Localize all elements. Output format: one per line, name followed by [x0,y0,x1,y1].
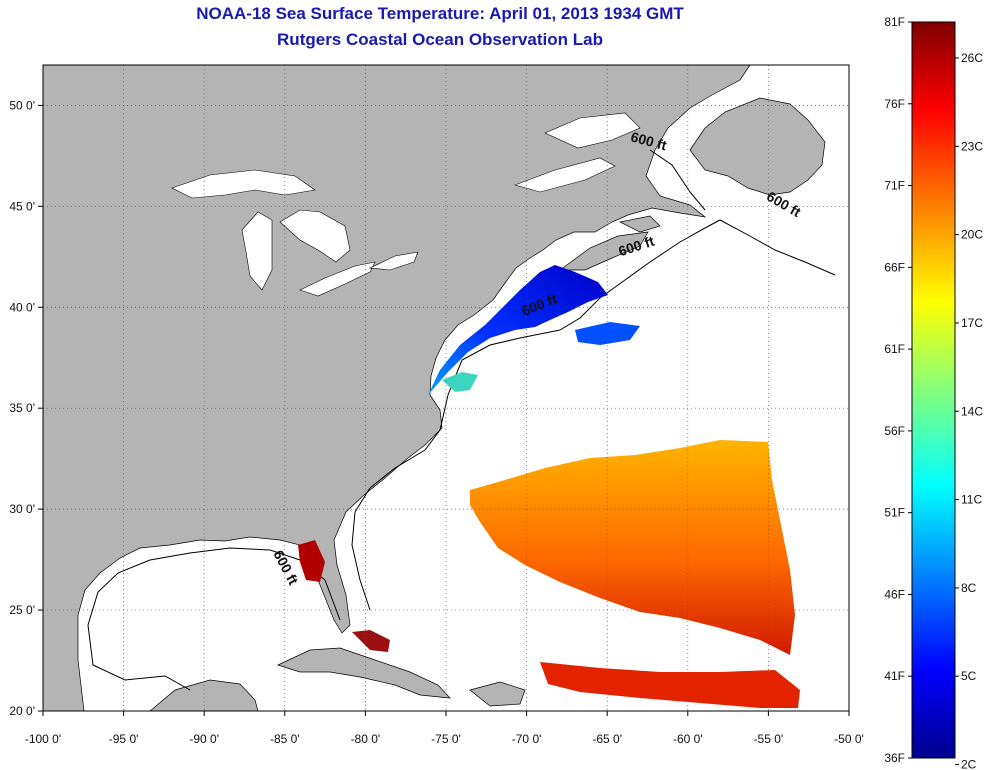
lon-tick-label: -95 0' [109,732,139,746]
lake-ontario [368,251,419,271]
colorbar-f-label: 76F [884,97,905,111]
gulf-of-st-lawrence-water [544,112,641,149]
florida-west-coast-water [298,540,325,582]
colorbar-f-label: 61F [884,342,905,356]
lon-tick-label: -85 0' [270,732,300,746]
lake-michigan [241,211,273,291]
colorbar-c-label: 20C [961,228,983,242]
lon-tick-label: -60 0' [673,732,703,746]
lat-tick-label: 35 0' [9,401,35,415]
lake-superior [171,169,316,199]
lon-tick-label: -70 0' [512,732,542,746]
lon-tick-label: -65 0' [592,732,622,746]
colorbar-c-label: 17C [961,316,983,330]
colorbar-f-label: 66F [884,260,905,274]
colorbar-c-label: 11C [961,493,982,507]
lat-tick-label: 50 0' [9,98,35,112]
gulf-stream-sargasso-water [470,440,795,655]
land-mass [42,64,826,712]
colorbar-f-label: 71F [884,179,905,193]
colorbar-f-label: 56F [884,424,905,438]
colorbar-c-label: 23C [961,139,983,153]
longitude-axis: -100 0' -95 0' -90 0' -85 0' -80 0' -75 0' -70… [25,711,864,746]
st-lawrence-water [514,157,616,193]
sea-surface-temperature-swath [298,265,800,708]
warm-edge-water [442,372,478,392]
colorbar-c-label: 5C [961,669,977,683]
lat-tick-label: 20 0' [9,704,35,718]
colorbar-gradient [911,21,956,759]
colorbar-fahrenheit-labels: 81F 76F 71F 66F 61F 56F 51F 46F 41F 36F [884,15,912,765]
lon-tick-label: -50 0' [834,732,864,746]
colorbar-c-label: 8C [961,581,977,595]
latitude-axis: 20 0' 25 0' 30 0' 35 0' 40 0' 45 0' 50 0' [9,98,43,718]
florida-keys-water [352,630,390,652]
isobath-600ft [87,149,836,691]
colorbar-c-label: 2C [961,758,977,770]
colorbar-c-label: 14C [961,404,983,418]
colorbar-c-label: 26C [961,51,983,65]
lon-tick-label: -75 0' [431,732,461,746]
lake-huron [279,209,351,263]
colorbar-f-label: 41F [884,669,905,683]
map-subtitle: Rutgers Coastal Ocean Observation Lab [277,30,603,49]
colorbar-celsius-labels: 26C 23C 20C 17C 14C 11C 8C 5C 2C [955,51,983,770]
lat-tick-label: 30 0' [9,502,35,516]
colorbar-f-label: 36F [884,751,905,765]
map-title: NOAA-18 Sea Surface Temperature: April 0… [196,4,684,23]
lat-tick-label: 40 0' [9,300,35,314]
colorbar-f-label: 46F [884,587,905,601]
cold-shelf-water [428,265,608,395]
colorbar-f-label: 81F [884,15,905,29]
caribbean-water [540,662,800,708]
colorbar-f-label: 51F [884,506,905,520]
lon-tick-label: -80 0' [351,732,381,746]
lat-tick-label: 25 0' [9,603,35,617]
lon-tick-label: -55 0' [754,732,784,746]
lat-tick-label: 45 0' [9,199,35,213]
great-lakes [171,112,641,297]
lon-tick-label: -90 0' [189,732,219,746]
temperature-colorbar: 81F 76F 71F 66F 61F 56F 51F 46F 41F 36F 26C 23C 20C… [884,15,983,770]
lon-tick-label: -100 0' [25,732,61,746]
